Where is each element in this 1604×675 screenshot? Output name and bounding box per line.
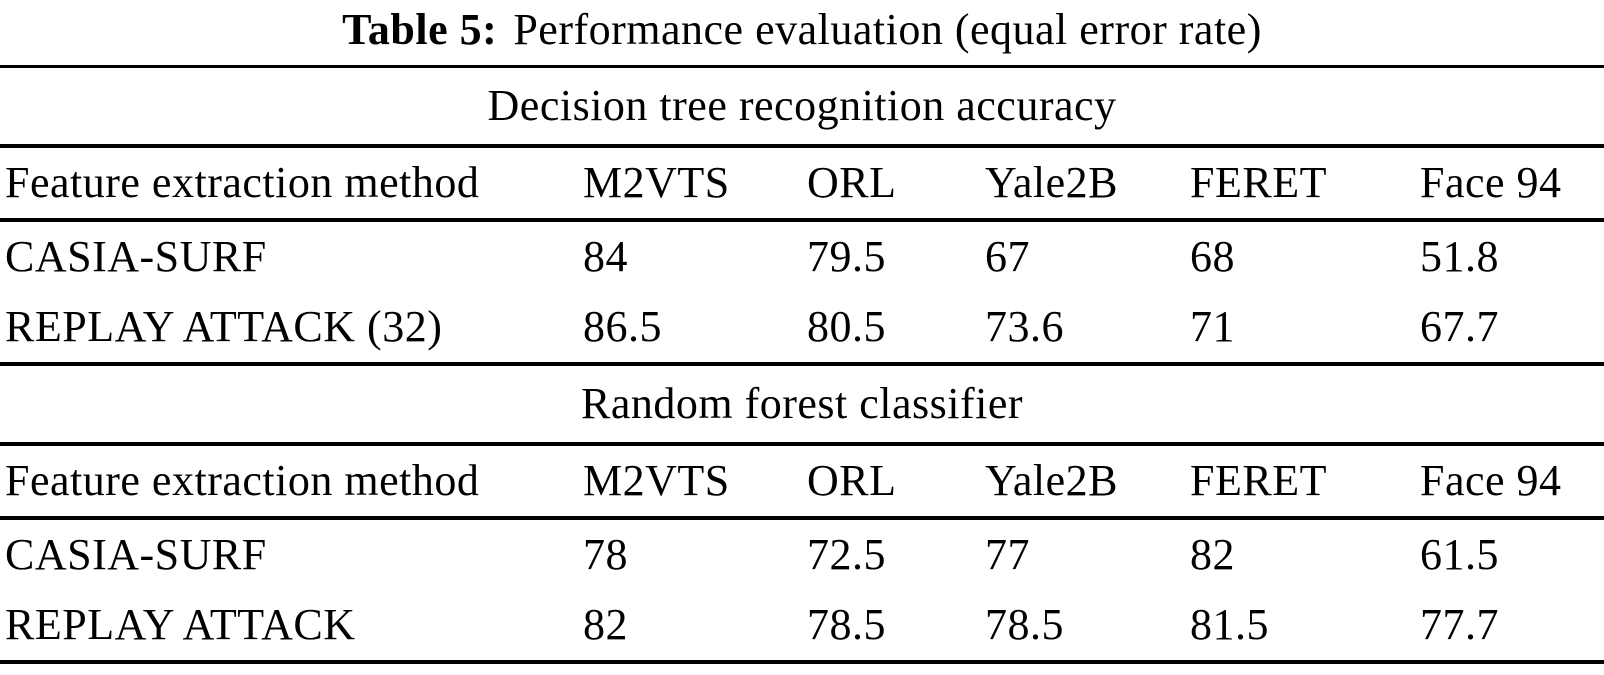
value-cell: 79.5	[807, 232, 886, 281]
value-cell: 78.5	[985, 600, 1064, 649]
column-header-yale2b: Yale2B	[985, 158, 1119, 207]
section-title: Decision tree recognition accuracy	[487, 81, 1117, 130]
row-label: CASIA-SURF	[5, 232, 267, 281]
table-row: CASIA-SURF 84 79.5 67 68 51.8	[0, 220, 1604, 292]
value-cell: 51.8	[1420, 232, 1499, 281]
value-cell: 78.5	[807, 600, 886, 649]
section-title: Random forest classifier	[580, 379, 1024, 428]
row-label: CASIA-SURF	[5, 530, 267, 579]
value-cell: 73.6	[985, 302, 1064, 351]
value-cell: 78	[583, 530, 628, 579]
column-header-feature-method: Feature extraction method	[5, 158, 480, 207]
value-cell: 86.5	[583, 302, 662, 351]
value-cell: 72.5	[807, 530, 886, 579]
performance-table: Decision tree recognition accuracy Featu…	[0, 65, 1604, 664]
column-header-feret: FERET	[1190, 158, 1327, 207]
column-header-m2vts: M2VTS	[583, 456, 730, 505]
value-cell: 80.5	[807, 302, 886, 351]
column-header-feature-method: Feature extraction method	[5, 456, 480, 505]
row-label: REPLAY ATTACK	[5, 600, 356, 649]
value-cell: 67.7	[1420, 302, 1499, 351]
section-title-row-decision-tree: Decision tree recognition accuracy	[0, 67, 1604, 146]
value-cell: 68	[1190, 232, 1235, 281]
value-cell: 81.5	[1190, 600, 1269, 649]
table-row: REPLAY ATTACK (32) 86.5 80.5 73.6 71 67.…	[0, 292, 1604, 364]
column-header-yale2b: Yale2B	[985, 456, 1119, 505]
column-header-feret: FERET	[1190, 456, 1327, 505]
value-cell: 71	[1190, 302, 1235, 351]
table-row: REPLAY ATTACK 82 78.5 78.5 81.5 77.7	[0, 590, 1604, 662]
table-caption-text: Performance evaluation (equal error rate…	[513, 5, 1262, 54]
column-header-row: Feature extraction method M2VTS ORL Yale…	[0, 146, 1604, 220]
column-header-row: Feature extraction method M2VTS ORL Yale…	[0, 444, 1604, 518]
table-caption: Table 5: Performance evaluation (equal er…	[0, 0, 1604, 65]
table-row: CASIA-SURF 78 72.5 77 82 61.5	[0, 518, 1604, 590]
value-cell: 82	[583, 600, 628, 649]
column-header-orl: ORL	[807, 456, 897, 505]
section-title-row-random-forest: Random forest classifier	[0, 364, 1604, 444]
column-header-m2vts: M2VTS	[583, 158, 730, 207]
value-cell: 67	[985, 232, 1030, 281]
value-cell: 77	[985, 530, 1030, 579]
column-header-orl: ORL	[807, 158, 897, 207]
value-cell: 77.7	[1420, 600, 1499, 649]
row-label: REPLAY ATTACK (32)	[5, 302, 443, 351]
value-cell: 61.5	[1420, 530, 1499, 579]
value-cell: 84	[583, 232, 628, 281]
column-header-face94: Face 94	[1420, 456, 1562, 505]
column-header-face94: Face 94	[1420, 158, 1562, 207]
value-cell: 82	[1190, 530, 1235, 579]
table-caption-label: Table 5:	[342, 5, 498, 54]
